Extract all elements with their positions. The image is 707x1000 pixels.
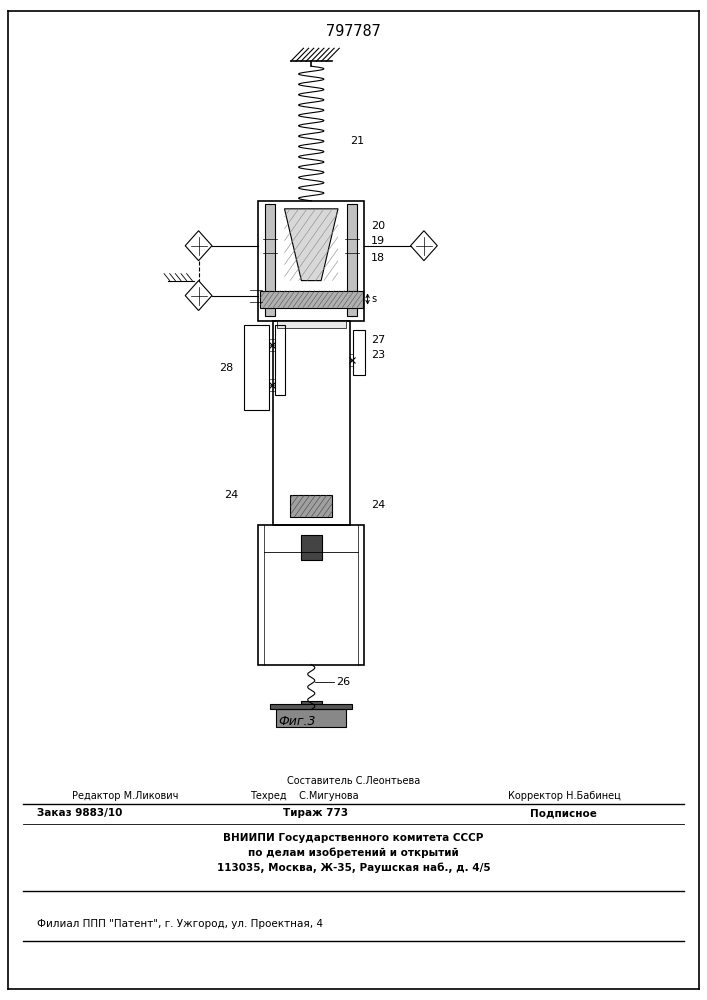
Text: 18: 18: [371, 253, 385, 263]
Polygon shape: [284, 209, 338, 281]
Bar: [300, 701, 322, 709]
Text: Техред    С.Мигунова: Техред С.Мигунова: [250, 791, 358, 801]
Text: 23: 23: [371, 350, 385, 360]
Text: Составитель С.Леонтьева: Составитель С.Леонтьева: [287, 776, 420, 786]
Text: 21: 21: [350, 136, 364, 146]
Text: 27: 27: [371, 335, 385, 345]
Text: 24: 24: [371, 500, 385, 510]
Bar: [274, 325, 285, 395]
Bar: [300, 535, 322, 560]
Text: Подписное: Подписное: [530, 808, 597, 818]
Bar: [276, 709, 346, 727]
Bar: [259, 525, 364, 665]
Bar: [270, 704, 352, 709]
Bar: [245, 325, 269, 410]
Text: Филиал ППП "Патент", г. Ужгород, ул. Проектная, 4: Филиал ППП "Патент", г. Ужгород, ул. Про…: [37, 919, 322, 929]
Text: s: s: [371, 294, 376, 304]
Text: Корректор Н.Бабинец: Корректор Н.Бабинец: [508, 791, 621, 801]
Text: ВНИИПИ Государственного комитета СССР: ВНИИПИ Государственного комитета СССР: [223, 833, 484, 843]
Bar: [260, 291, 363, 308]
Text: Редактор М.Ликович: Редактор М.Ликович: [72, 791, 178, 801]
Bar: [347, 204, 357, 316]
Text: по делам изобретений и открытий: по делам изобретений и открытий: [248, 848, 459, 858]
Text: Тираж 773: Тираж 773: [283, 808, 349, 818]
Bar: [290, 495, 332, 517]
Text: Фиг.3: Фиг.3: [279, 715, 316, 728]
Text: 26: 26: [336, 677, 350, 687]
Bar: [354, 330, 366, 375]
Text: Заказ 9883/10: Заказ 9883/10: [37, 808, 122, 818]
Text: 28: 28: [220, 363, 234, 373]
Bar: [259, 201, 364, 320]
Bar: [265, 204, 275, 316]
Text: 24: 24: [224, 490, 239, 500]
Text: 20: 20: [371, 221, 385, 231]
Text: 19: 19: [371, 236, 385, 246]
Text: 113035, Москва, Ж-35, Раушская наб., д. 4/5: 113035, Москва, Ж-35, Раушская наб., д. …: [216, 862, 491, 873]
Text: 797787: 797787: [326, 24, 381, 39]
Bar: [276, 320, 346, 328]
Bar: [272, 320, 350, 525]
